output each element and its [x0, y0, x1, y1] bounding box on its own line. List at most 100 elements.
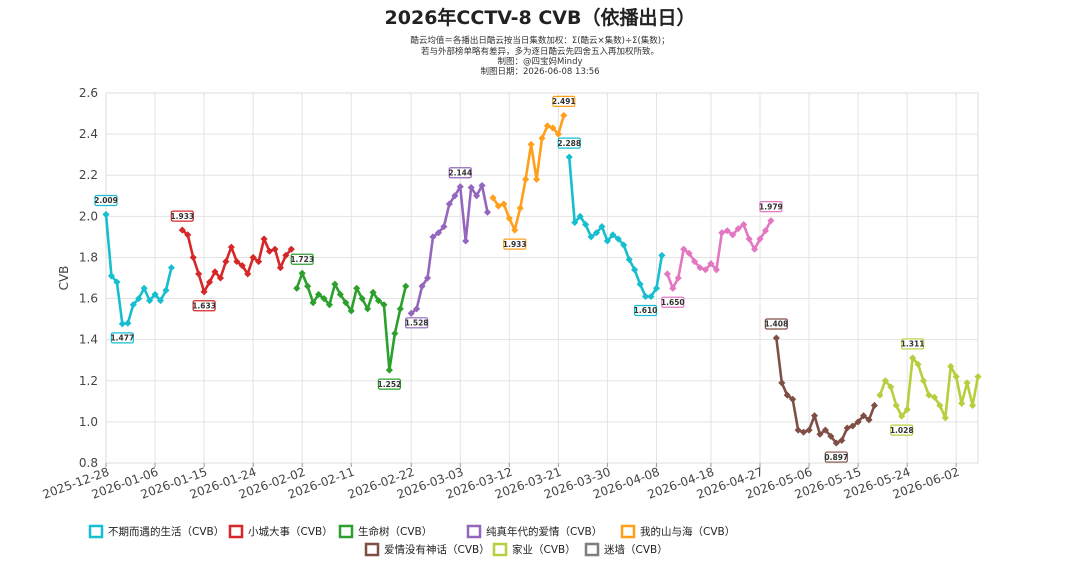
data-point-1-7	[216, 274, 225, 282]
data-point-8-8	[919, 377, 928, 385]
data-point-1-19	[282, 251, 290, 260]
data-point-5-11	[625, 255, 633, 264]
data-label-text-5-0: 2.288	[557, 139, 581, 148]
data-point-8-3	[892, 401, 900, 410]
series-0	[102, 210, 176, 328]
data-point-1-16	[265, 247, 274, 255]
data-point-2-5	[320, 294, 328, 303]
data-label-box-7-0	[764, 318, 788, 330]
data-point-2-17	[385, 366, 394, 374]
data-point-8-15	[957, 399, 966, 408]
data-point-0-5	[129, 301, 137, 309]
data-point-7-0	[772, 334, 781, 342]
data-label-5-1: 1.610	[634, 304, 657, 317]
data-point-7-13	[843, 424, 851, 432]
data-point-2-9	[342, 299, 350, 307]
y-axis-label: CVB	[57, 266, 71, 291]
data-point-6-11	[723, 227, 731, 235]
legend-swatch-2	[338, 524, 354, 539]
data-point-3-8	[451, 192, 459, 200]
data-point-4-0	[489, 194, 497, 202]
data-point-6-4	[685, 249, 693, 257]
y-tick-label-8: 2.4	[79, 127, 98, 141]
legend-swatch-0	[88, 524, 104, 539]
data-point-4-11	[549, 124, 557, 132]
data-point-5-3	[581, 220, 590, 229]
data-point-2-3	[309, 299, 317, 307]
data-label-7-0: 1.408	[764, 318, 788, 330]
data-point-1-14	[254, 257, 263, 266]
data-label-6-1: 1.979	[759, 201, 783, 213]
series-7	[772, 334, 879, 447]
data-point-8-16	[963, 379, 971, 387]
data-point-6-7	[701, 266, 710, 274]
data-point-3-1	[412, 305, 421, 313]
data-label-box-0-0	[94, 194, 118, 207]
data-point-0-4	[124, 319, 132, 327]
legend-label-5: 爱情没有神话（CVB）	[384, 543, 490, 556]
data-point-2-15	[374, 296, 383, 305]
data-point-2-18	[391, 329, 399, 338]
data-point-6-6	[696, 264, 704, 272]
data-label-4-1: 2.491	[552, 95, 576, 108]
data-point-4-7	[527, 140, 535, 149]
chart-date: 制图日期：2026-06-08 13:56	[480, 66, 599, 77]
data-point-5-4	[587, 233, 595, 241]
data-label-text-3-1: 2.144	[448, 168, 472, 177]
data-point-7-2	[783, 391, 791, 399]
data-point-8-2	[887, 383, 895, 391]
data-point-4-6	[521, 175, 530, 183]
data-point-6-16	[750, 245, 759, 253]
data-point-0-10	[156, 296, 165, 305]
data-label-8-0: 1.028	[890, 424, 914, 436]
legend-swatch-3	[466, 524, 482, 539]
series-8	[876, 354, 982, 422]
series-line-4	[491, 114, 566, 232]
data-label-box-3-1	[448, 167, 472, 179]
data-point-5-14	[641, 292, 650, 301]
data-point-4-4	[511, 226, 519, 234]
data-point-2-2	[303, 282, 312, 290]
data-point-1-13	[249, 253, 257, 262]
data-point-6-15	[745, 235, 753, 243]
data-label-3-1: 2.144	[448, 167, 472, 179]
series-line-0	[104, 213, 173, 326]
data-point-0-1	[107, 272, 116, 280]
data-point-2-6	[325, 301, 334, 309]
data-label-1-1: 1.633	[192, 300, 216, 312]
data-point-4-2	[500, 200, 508, 208]
data-label-text-3-0: 1.528	[405, 319, 429, 328]
data-point-0-6	[135, 294, 143, 303]
data-label-box-6-0	[661, 296, 685, 308]
data-point-1-17	[271, 245, 279, 253]
data-point-1-15	[260, 235, 268, 243]
data-point-3-5	[434, 229, 443, 237]
data-point-3-14	[483, 208, 492, 216]
data-point-1-5	[205, 278, 214, 286]
data-point-1-4	[200, 288, 208, 296]
data-point-3-10	[462, 237, 470, 245]
data-point-7-6	[805, 426, 813, 434]
data-label-box-4-1	[552, 95, 576, 108]
legend-label-2: 生命树（CVB）	[358, 525, 432, 538]
data-point-0-12	[167, 264, 176, 272]
data-point-0-0	[102, 210, 110, 219]
data-point-8-13	[947, 362, 955, 371]
data-point-2-7	[331, 280, 339, 288]
legend-label-0: 不期而遇的生活（CVB）	[108, 525, 224, 538]
data-point-1-2	[189, 253, 197, 262]
data-point-6-3	[680, 245, 688, 253]
data-point-6-18	[761, 227, 770, 235]
chart-grid	[105, 92, 979, 464]
data-label-text-7-1: 0.897	[824, 453, 848, 462]
data-point-7-11	[832, 439, 840, 447]
chart-series	[102, 111, 982, 447]
data-label-box-5-0	[557, 137, 581, 149]
legend-item-5: 爱情没有神话（CVB）	[364, 542, 490, 557]
series-4	[489, 111, 568, 234]
plot-frame	[105, 92, 979, 464]
chart-title: 2026年CCTV-8 CVB（依播出日）	[385, 6, 696, 29]
data-point-5-7	[603, 237, 612, 245]
legend-label-4: 我的山与海（CVB）	[640, 525, 735, 538]
data-point-6-1	[669, 284, 677, 292]
